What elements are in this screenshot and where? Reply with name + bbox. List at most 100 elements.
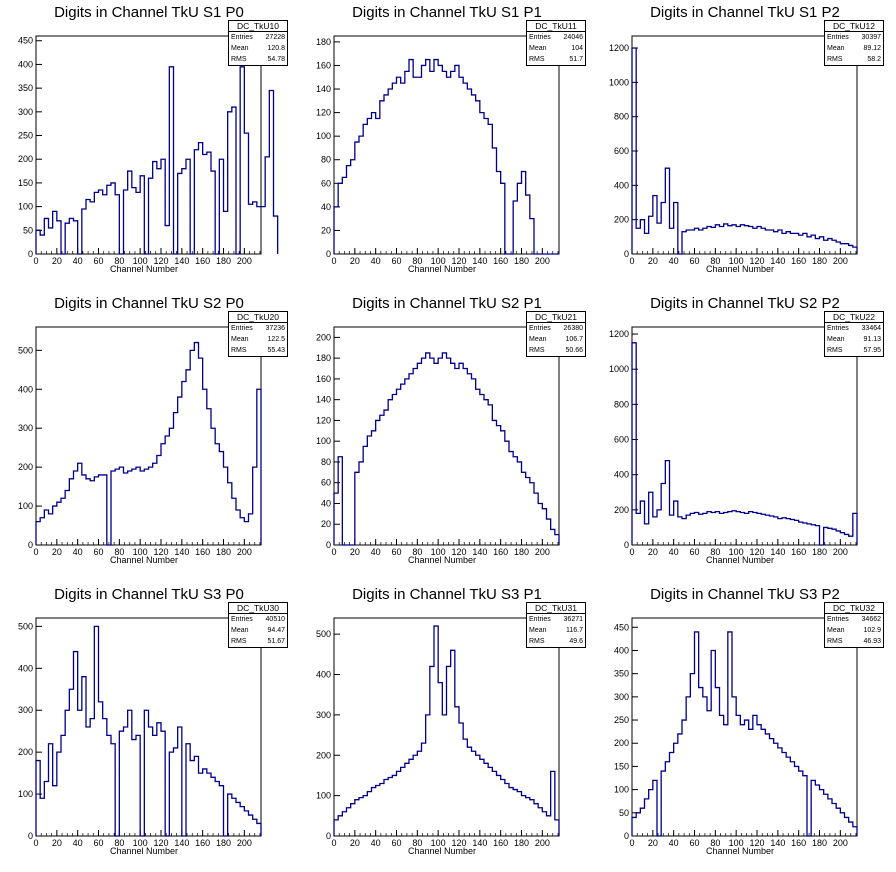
stats-row-mean: Mean 106.7 [527, 334, 585, 345]
chart-title: Digits in Channel TkU S1 P2 [650, 4, 840, 21]
x-tick-label: 180 [812, 547, 827, 557]
y-tick-label: 350 [614, 669, 629, 679]
chart-title: Digits in Channel TkU S2 P1 [352, 295, 542, 312]
y-tick-label: 60 [321, 178, 331, 188]
x-tick-label: 140 [174, 547, 189, 557]
x-tick-label: 180 [812, 256, 827, 266]
stats-label: RMS [529, 347, 545, 354]
y-tick-label: 200 [18, 462, 33, 472]
x-tick-label: 200 [237, 256, 252, 266]
x-tick-label: 100 [729, 547, 744, 557]
stats-label: Entries [529, 325, 551, 332]
stats-row-mean: Mean 94.47 [229, 625, 287, 636]
x-tick-label: 140 [770, 256, 785, 266]
y-tick-label: 450 [18, 36, 33, 46]
stats-row-mean: Mean 122.5 [229, 334, 287, 345]
y-tick-label: 350 [18, 83, 33, 93]
y-tick-label: 0 [624, 249, 629, 259]
plot-frame [333, 35, 560, 255]
stats-box: DC_TkU32 Entries 34662 Mean 102.9 RMS 46.93 [824, 602, 884, 648]
x-tick-label: 200 [535, 547, 550, 557]
y-tick-label: 200 [316, 750, 331, 760]
stats-name: DC_TkU20 [229, 312, 287, 323]
x-tick-label: 140 [770, 547, 785, 557]
chart-title: Digits in Channel TkU S1 P0 [54, 4, 244, 21]
x-tick-label: 200 [535, 838, 550, 848]
y-tick-label: 450 [614, 622, 629, 632]
stats-name: DC_TkU22 [825, 312, 883, 323]
x-tick-label: 160 [791, 256, 806, 266]
stats-label: Mean [231, 336, 249, 343]
x-tick-label: 60 [689, 256, 699, 266]
y-tick-label: 160 [316, 374, 331, 384]
stats-value: 33464 [861, 325, 881, 332]
y-tick-label: 500 [18, 621, 33, 631]
y-tick-label: 250 [614, 715, 629, 725]
x-tick-label: 40 [371, 838, 381, 848]
x-tick-label: 120 [451, 256, 466, 266]
y-tick-label: 400 [18, 663, 33, 673]
y-tick-label: 140 [316, 395, 331, 405]
stats-value: 30397 [861, 34, 881, 41]
stats-box: DC_TkU11 Entries 24046 Mean 104 RMS 51.7 [526, 20, 586, 66]
stats-row-rms: RMS 54.78 [229, 54, 287, 65]
stats-box: DC_TkU10 Entries 27228 Mean 120.8 RMS 54.78 [228, 20, 288, 66]
plot-frame [631, 617, 858, 837]
y-tick-label: 100 [614, 785, 629, 795]
stats-row-mean: Mean 116.7 [527, 625, 585, 636]
y-tick-label: 140 [316, 84, 331, 94]
stats-label: Entries [231, 325, 253, 332]
chart-title: Digits in Channel TkU S3 P1 [352, 586, 542, 603]
y-tick-label: 300 [18, 423, 33, 433]
stats-value: 46.93 [863, 638, 881, 645]
x-tick-label: 160 [493, 547, 508, 557]
stats-row-rms: RMS 46.93 [825, 636, 883, 647]
y-tick-label: 0 [28, 831, 33, 841]
y-tick-label: 100 [316, 436, 331, 446]
plot-frame [35, 617, 262, 837]
stats-box: DC_TkU31 Entries 36271 Mean 116.7 RMS 49.6 [526, 602, 586, 648]
stats-label: Mean [529, 45, 547, 52]
histogram-panel: Digits in Channel TkU S2 P0 0 20 40 60 80 100 1… [0, 291, 298, 581]
stats-row-rms: RMS 57.95 [825, 345, 883, 356]
histogram-line [631, 631, 858, 837]
x-axis-label: Channel Number [408, 846, 477, 856]
y-tick-label: 100 [18, 202, 33, 212]
x-tick-label: 80 [412, 256, 422, 266]
stats-row-entries: Entries 30397 [825, 32, 883, 43]
stats-value: 58.2 [867, 56, 881, 63]
stats-name: DC_TkU11 [527, 21, 585, 32]
y-tick-label: 20 [321, 225, 331, 235]
x-tick-label: 20 [350, 256, 360, 266]
stats-value: 50.66 [565, 347, 583, 354]
x-tick-label: 80 [710, 547, 720, 557]
stats-label: Entries [231, 34, 253, 41]
x-tick-label: 120 [451, 838, 466, 848]
x-tick-label: 160 [195, 547, 210, 557]
histogram-line [333, 625, 560, 836]
x-tick-label: 20 [350, 838, 360, 848]
x-tick-label: 0 [33, 547, 38, 557]
x-tick-label: 20 [648, 256, 658, 266]
stats-label: Mean [827, 336, 845, 343]
x-tick-label: 100 [431, 256, 446, 266]
y-tick-label: 800 [614, 112, 629, 122]
stats-value: 91.13 [863, 336, 881, 343]
chart-title: Digits in Channel TkU S2 P2 [650, 295, 840, 312]
x-tick-label: 80 [114, 547, 124, 557]
y-tick-label: 300 [18, 107, 33, 117]
x-tick-label: 100 [431, 838, 446, 848]
y-tick-label: 500 [316, 629, 331, 639]
x-axis-label: Channel Number [706, 846, 775, 856]
stats-row-entries: Entries 33464 [825, 323, 883, 334]
stats-label: Entries [231, 616, 253, 623]
histogram-line [631, 342, 858, 546]
x-tick-label: 60 [689, 838, 699, 848]
histogram-plot: 0 20 40 60 80 100 120 140 160 180 200 0 100 200 300 400… [316, 617, 560, 848]
y-tick-label: 0 [326, 249, 331, 259]
x-tick-label: 0 [629, 256, 634, 266]
histogram-plot: 0 20 40 60 80 100 120 140 160 180 200 0 100 200 300 400… [18, 617, 262, 848]
y-tick-label: 800 [614, 399, 629, 409]
x-tick-label: 140 [174, 256, 189, 266]
stats-value: 102.9 [863, 627, 881, 634]
